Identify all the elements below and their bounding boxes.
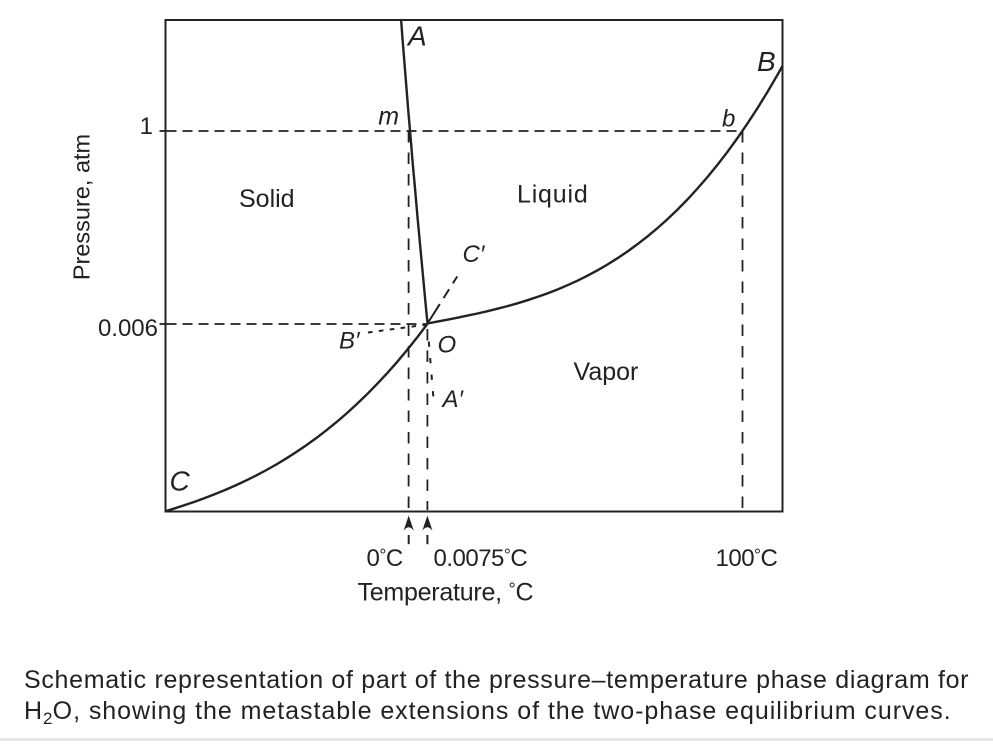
- svg-text:C: C: [170, 466, 191, 497]
- svg-text:Vapor: Vapor: [574, 358, 639, 386]
- svg-text:b: b: [722, 106, 735, 133]
- svg-text:0.006: 0.006: [98, 315, 158, 342]
- svg-text:m: m: [378, 103, 399, 131]
- svg-text:1: 1: [140, 113, 153, 140]
- svg-text:Pressure, atm: Pressure, atm: [69, 134, 95, 280]
- svg-text:100°C: 100°C: [716, 545, 778, 572]
- svg-text:A′: A′: [441, 386, 465, 413]
- svg-text:O: O: [438, 332, 457, 359]
- svg-text:Temperature, °C: Temperature, °C: [358, 579, 534, 607]
- svg-text:0°C: 0°C: [367, 545, 403, 572]
- svg-text:B: B: [757, 46, 776, 77]
- svg-text:Liquid: Liquid: [517, 181, 589, 209]
- svg-text:0.0075°C: 0.0075°C: [434, 545, 528, 572]
- svg-text:A: A: [406, 20, 427, 51]
- svg-text:Solid: Solid: [239, 185, 295, 213]
- svg-text:B′: B′: [339, 328, 361, 355]
- svg-text:C′: C′: [463, 241, 486, 268]
